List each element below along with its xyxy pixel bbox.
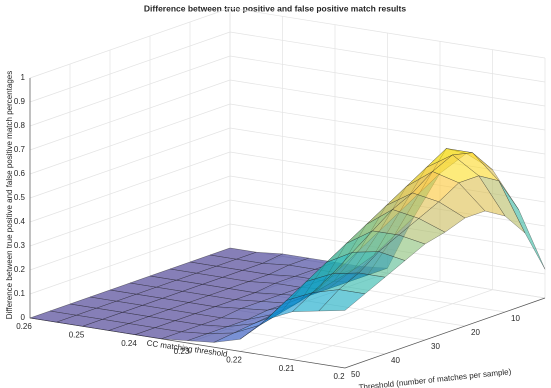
x-tick-label: 0.24 (121, 339, 137, 348)
z-tick-label: 0.8 (14, 121, 26, 130)
grid-line (29, 7, 546, 79)
x-tick-label: 0.26 (16, 322, 32, 331)
z-axis-label: Difference between true positive and fal… (5, 71, 14, 319)
y-tick-label: 10 (511, 314, 520, 323)
x-tick-label: 0.21 (279, 364, 295, 373)
y-tick-label: 30 (431, 342, 440, 351)
grid-line (29, 79, 546, 151)
z-tick-label: 0.7 (14, 145, 26, 154)
z-tick-label: 0.9 (14, 97, 26, 106)
z-tick-label: 0.3 (14, 241, 26, 250)
z-tick-label: 0.1 (14, 289, 26, 298)
chart-title: Difference between true positive and fal… (144, 3, 406, 13)
z-tick-label: 0.2 (14, 265, 26, 274)
z-tick-label: 0.6 (14, 169, 26, 178)
grid-line (29, 55, 546, 127)
y-tick-label: 20 (471, 328, 480, 337)
z-tick-label: 0 (21, 313, 26, 322)
z-tick-label: 0.4 (14, 217, 26, 226)
x-tick-label: 0.25 (69, 330, 85, 339)
x-tick-label: 0.22 (226, 355, 242, 364)
y-axis-label: Threshold (number of matches per sample) (358, 367, 512, 388)
x-tick-label: 0.23 (174, 347, 190, 356)
x-tick-label: 0.2 (333, 372, 345, 381)
y-tick-label: 40 (391, 356, 400, 365)
z-tick-label: 0.5 (14, 193, 26, 202)
y-tick-label: 50 (351, 370, 360, 379)
axis-line (29, 78, 546, 369)
z-tick-label: 1 (21, 73, 26, 82)
surface-cell (318, 289, 366, 312)
grid-line (29, 31, 546, 103)
